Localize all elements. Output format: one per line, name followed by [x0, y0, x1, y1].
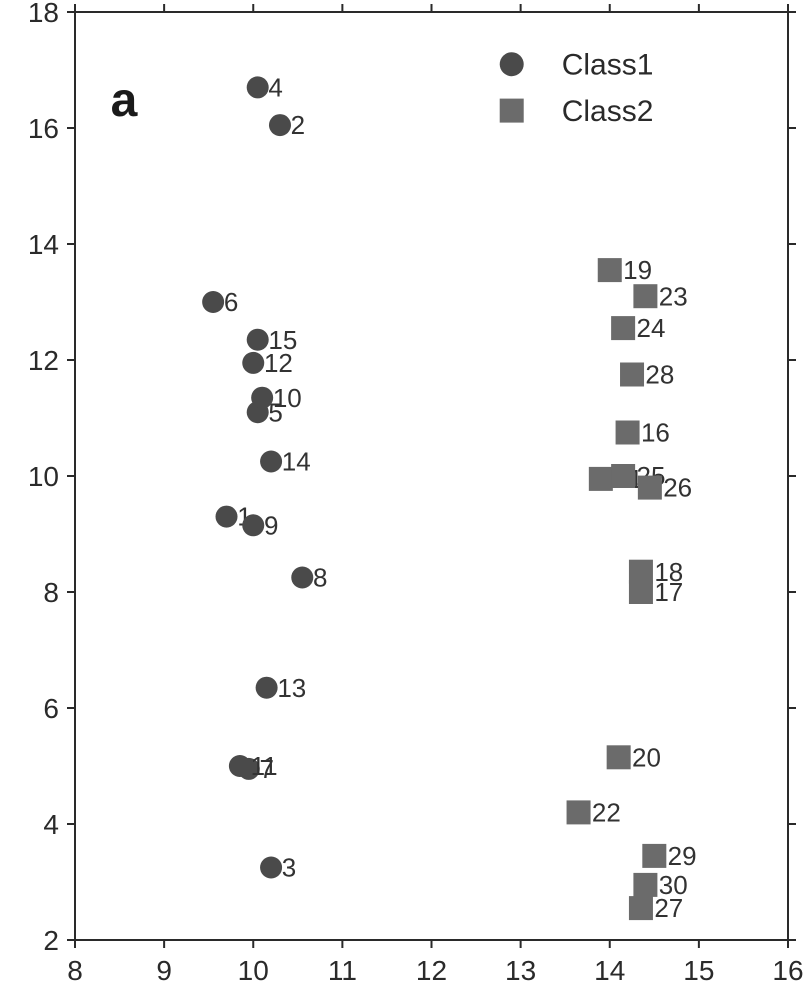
y-tick-label: 8 — [43, 577, 59, 608]
x-tick-label: 14 — [594, 955, 625, 986]
legend-label: Class2 — [562, 95, 654, 128]
data-point-circle — [291, 567, 313, 589]
data-point-label: 23 — [659, 281, 688, 311]
data-point-label: 6 — [224, 287, 238, 317]
data-point-label: 20 — [632, 742, 661, 772]
data-point-square — [629, 896, 653, 920]
x-tick-label: 13 — [505, 955, 536, 986]
data-point-circle — [260, 451, 282, 473]
data-point-square — [642, 844, 666, 868]
legend-marker-square — [500, 99, 524, 123]
data-point-circle — [251, 387, 273, 409]
data-point-square — [638, 476, 662, 500]
data-point-circle — [260, 857, 282, 879]
data-point-square — [589, 467, 613, 491]
data-point-square — [611, 316, 635, 340]
data-point-circle — [202, 291, 224, 313]
y-tick-label: 10 — [28, 461, 59, 492]
data-point-square — [567, 800, 591, 824]
y-tick-label: 18 — [28, 0, 59, 28]
data-point-label: 19 — [623, 255, 652, 285]
chart-svg: 8910111213141516246810121416181234567891… — [0, 0, 804, 1000]
y-tick-label: 4 — [43, 809, 59, 840]
data-point-label: 4 — [268, 73, 282, 103]
data-point-label: 28 — [645, 360, 674, 390]
data-point-label: 2 — [291, 110, 305, 140]
data-point-label: 15 — [268, 325, 297, 355]
x-tick-label: 16 — [772, 955, 803, 986]
y-tick-label: 6 — [43, 693, 59, 724]
y-tick-label: 12 — [28, 345, 59, 376]
legend-label: Class1 — [562, 49, 654, 82]
data-point-circle — [247, 329, 269, 351]
data-point-label: 30 — [659, 870, 688, 900]
y-tick-label: 2 — [43, 925, 59, 956]
data-point-circle — [269, 114, 291, 136]
data-point-label: 29 — [668, 841, 697, 871]
data-point-square — [629, 560, 653, 584]
x-tick-label: 9 — [156, 955, 172, 986]
data-point-label: 10 — [273, 383, 302, 413]
x-tick-label: 11 — [328, 955, 357, 986]
x-tick-label: 12 — [416, 955, 447, 986]
data-point-square — [633, 284, 657, 308]
data-point-label: 14 — [282, 447, 311, 477]
data-point-square — [616, 421, 640, 445]
data-point-label: 8 — [313, 563, 327, 593]
y-tick-label: 14 — [28, 229, 59, 260]
data-point-label: 18 — [654, 557, 683, 587]
data-point-circle — [242, 514, 264, 536]
x-tick-label: 8 — [67, 955, 83, 986]
x-tick-label: 15 — [683, 955, 714, 986]
legend-marker-circle — [500, 52, 524, 76]
data-point-label: 13 — [277, 673, 306, 703]
scatter-chart: 8910111213141516246810121416181234567891… — [0, 0, 804, 1005]
data-point-square — [607, 745, 631, 769]
data-point-label: 3 — [282, 853, 296, 883]
data-point-square — [620, 363, 644, 387]
data-point-circle — [256, 677, 278, 699]
data-point-label: 11 — [251, 751, 278, 781]
data-point-square — [598, 258, 622, 282]
x-tick-label: 10 — [238, 955, 269, 986]
data-point-label: 16 — [641, 418, 670, 448]
data-point-label: 9 — [264, 510, 278, 540]
data-point-circle — [247, 76, 269, 98]
panel-label: a — [111, 74, 138, 127]
y-tick-label: 16 — [28, 113, 59, 144]
data-point-square — [611, 464, 635, 488]
data-point-square — [633, 873, 657, 897]
data-point-label: 24 — [636, 313, 665, 343]
data-point-circle — [229, 755, 251, 777]
data-point-label: 26 — [663, 473, 692, 503]
data-point-circle — [216, 506, 238, 528]
data-point-label: 22 — [592, 798, 621, 828]
data-point-circle — [242, 352, 264, 374]
